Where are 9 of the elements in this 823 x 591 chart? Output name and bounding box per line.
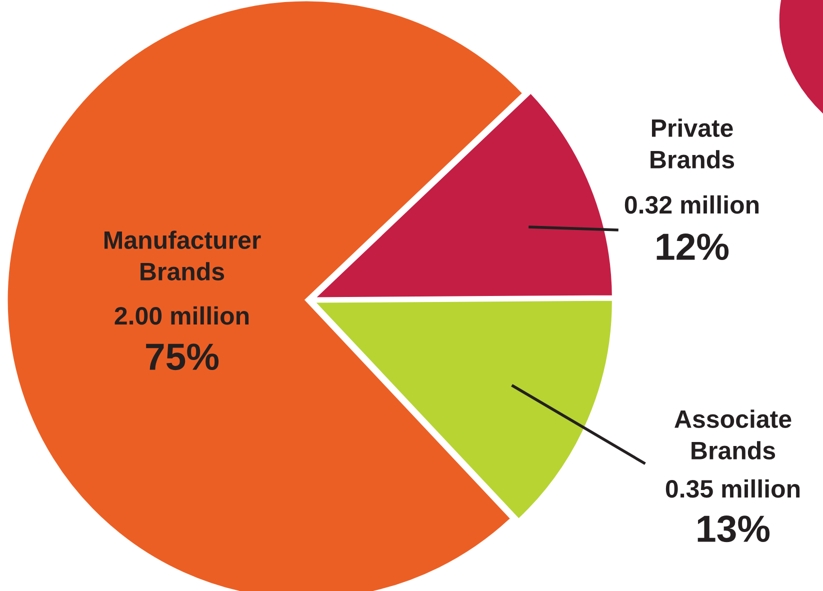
text: 12%	[656, 234, 729, 260]
text: 75%	[146, 344, 219, 370]
data-label: 0.35 million	[666, 479, 800, 498]
text: 13%	[698, 516, 770, 542]
slice-label: Associate Brands	[674, 410, 792, 460]
slice-label: Manufacturer Brands	[104, 230, 261, 280]
slice-label: Private Brands	[650, 118, 734, 168]
data-label: 2.00 million	[114, 306, 249, 325]
data-label: 0.32 million	[624, 195, 759, 214]
